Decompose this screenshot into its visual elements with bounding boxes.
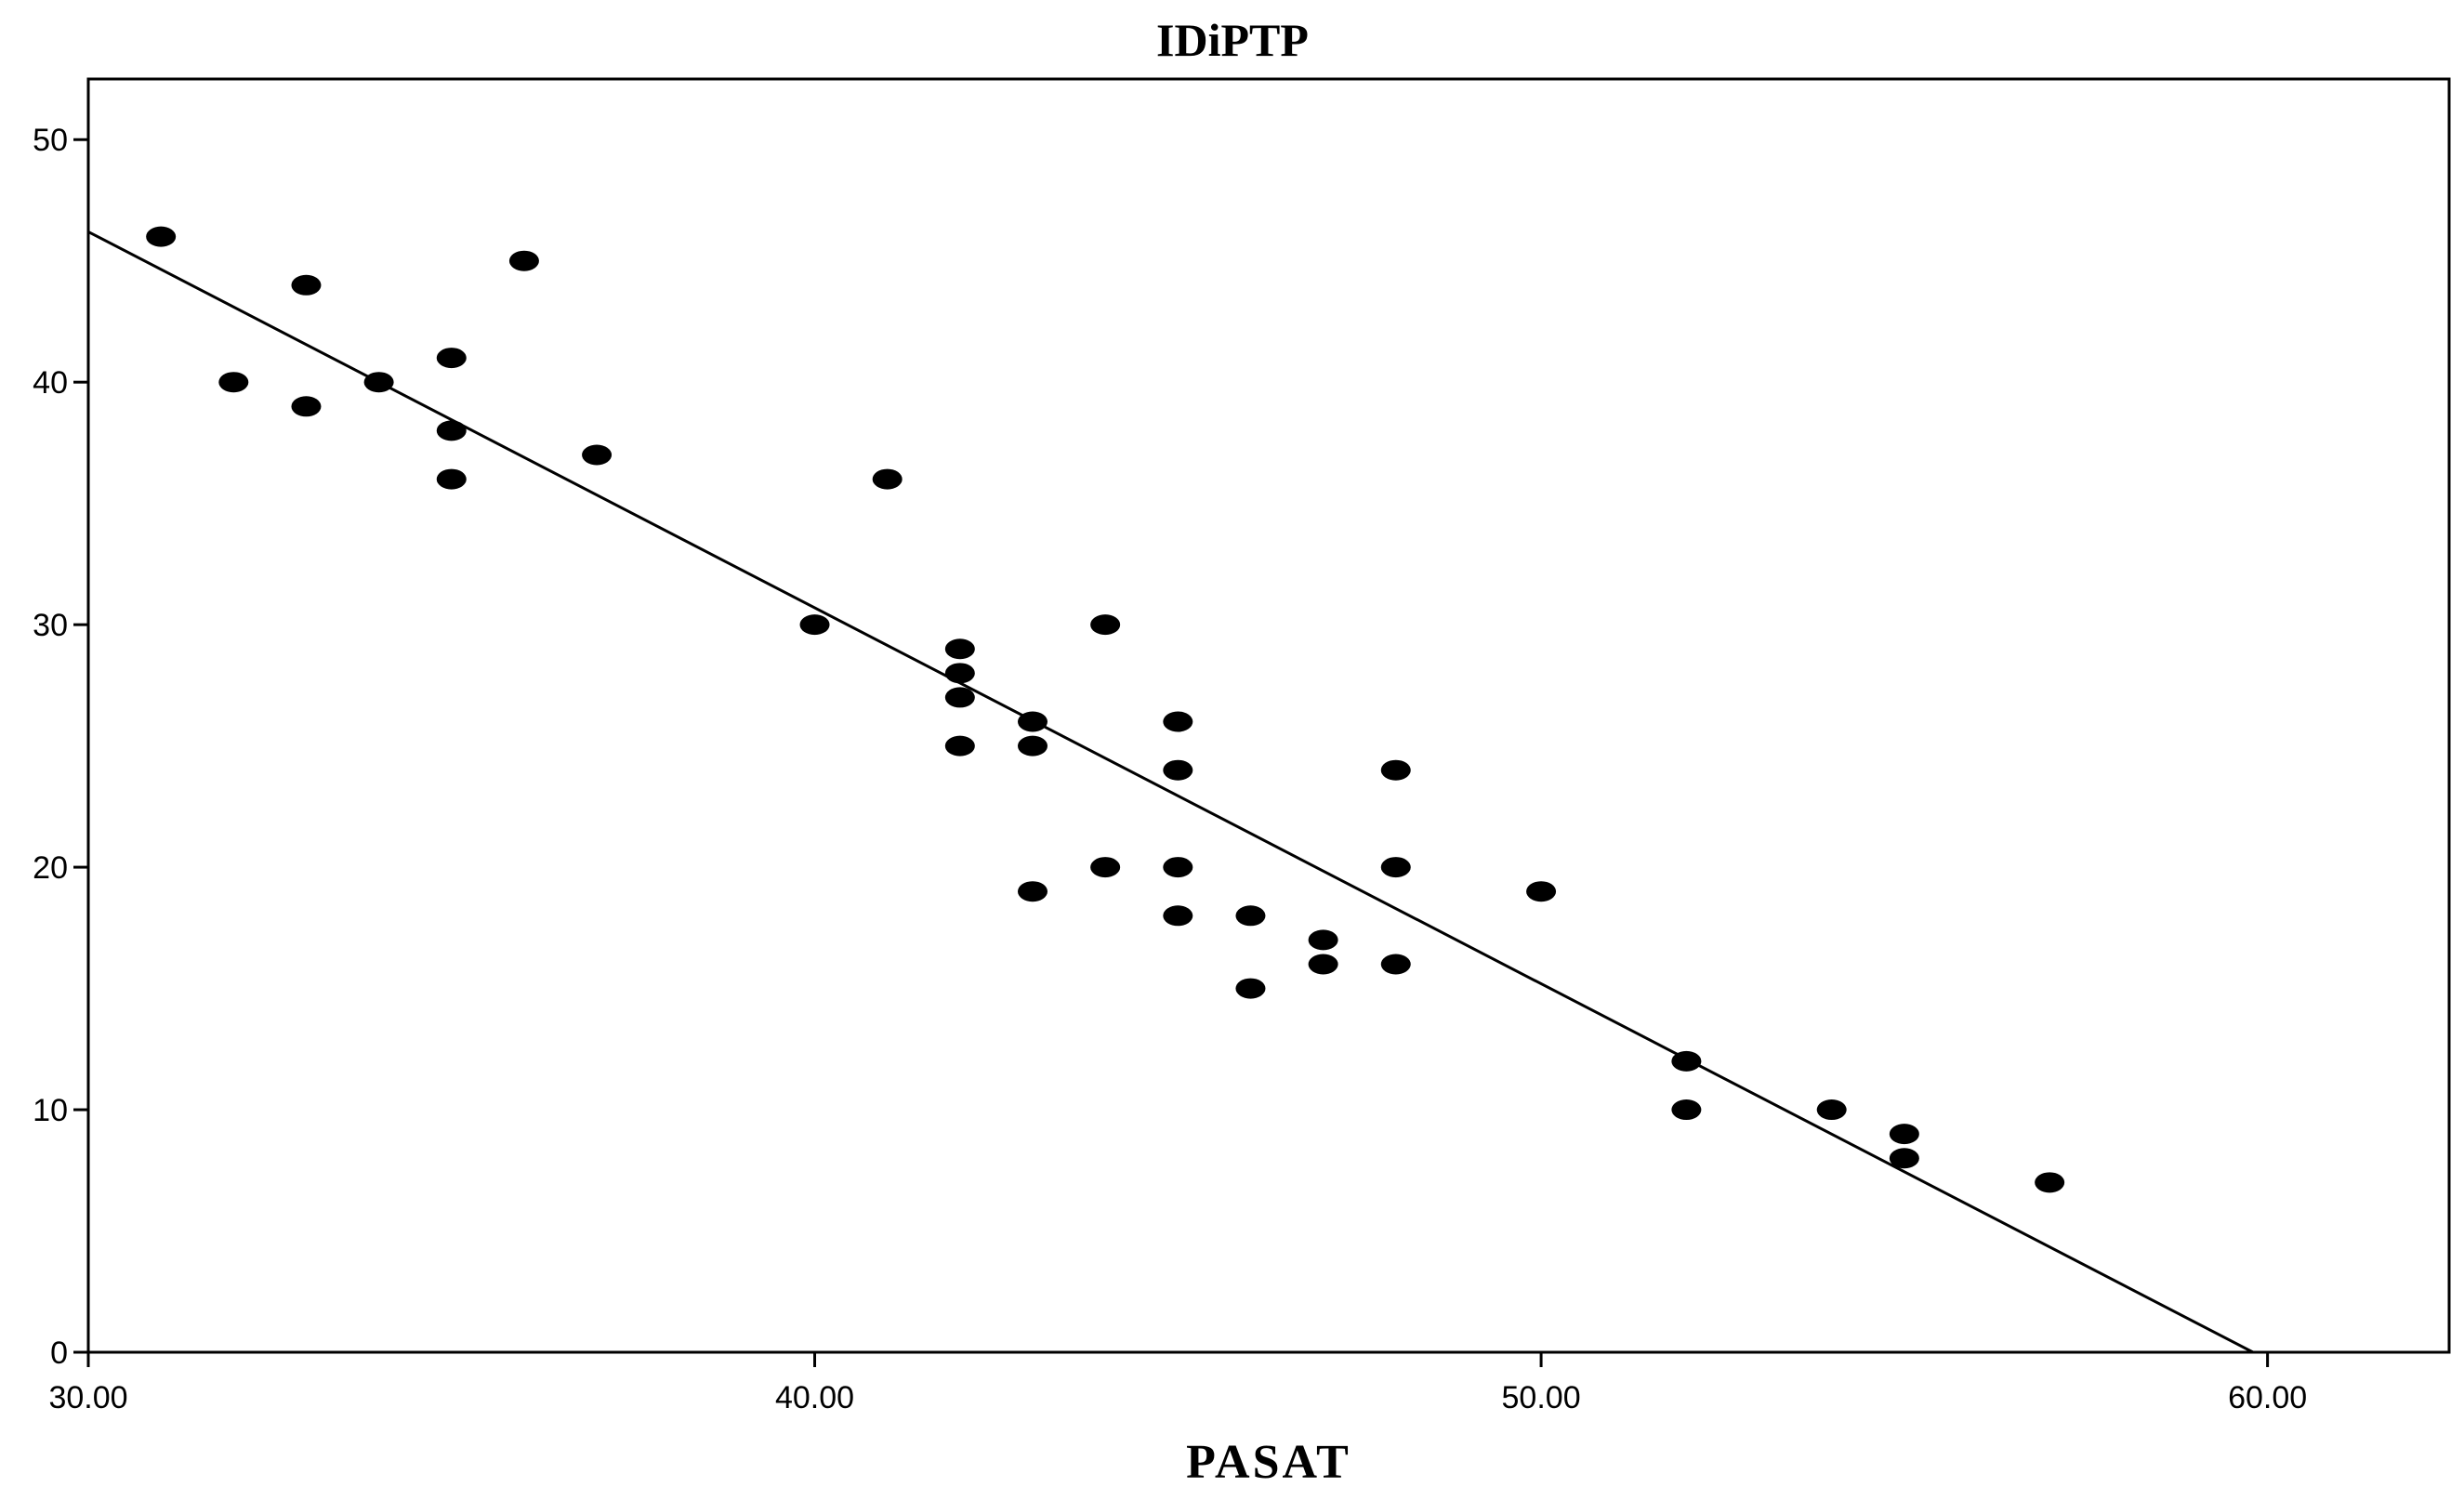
data-point — [1380, 857, 1411, 878]
data-points — [146, 226, 2065, 1193]
y-tick-label: 30 — [33, 608, 68, 643]
data-point — [872, 468, 903, 490]
x-tick-label: 30.00 — [48, 1380, 127, 1415]
data-point — [1090, 857, 1121, 878]
y-tick-label: 40 — [33, 365, 68, 401]
data-point — [291, 396, 322, 417]
data-point — [1380, 954, 1411, 975]
x-axis-label: PASAT — [1186, 1436, 1351, 1487]
data-point — [1671, 1099, 1702, 1121]
data-point — [363, 372, 394, 393]
data-point — [2035, 1172, 2065, 1193]
data-point — [1526, 881, 1557, 902]
data-point — [1889, 1148, 1919, 1169]
data-point — [1018, 881, 1048, 902]
plot-frame — [86, 77, 2451, 1354]
data-point — [218, 372, 249, 393]
data-point — [1380, 759, 1411, 781]
x-axis: 30.00 40.00 50.00 60.00 — [48, 1352, 2307, 1415]
data-point — [944, 663, 975, 684]
data-point — [1018, 735, 1048, 757]
y-tick-label: 20 — [33, 850, 68, 886]
data-point — [944, 638, 975, 660]
x-tick-label: 40.00 — [775, 1380, 854, 1415]
data-point — [944, 735, 975, 757]
data-point — [1308, 954, 1338, 975]
data-point — [436, 468, 467, 490]
y-axis: 0 10 20 30 40 50 — [33, 123, 88, 1371]
data-point — [508, 250, 539, 271]
data-point — [1889, 1124, 1919, 1145]
data-point — [1308, 929, 1338, 951]
data-point — [1018, 711, 1048, 732]
x-tick-label: 50.00 — [1502, 1380, 1581, 1415]
data-point — [1090, 614, 1121, 636]
chart-title: IDiPTP — [1156, 14, 1309, 66]
data-point — [1671, 1050, 1702, 1072]
data-point — [1163, 857, 1193, 878]
data-point — [1163, 759, 1193, 781]
fit-line — [87, 230, 2254, 1354]
data-point — [1235, 978, 1266, 999]
data-point — [1816, 1099, 1847, 1121]
data-point — [582, 444, 613, 466]
data-point — [436, 420, 467, 441]
data-point — [944, 687, 975, 708]
data-point — [799, 614, 830, 636]
data-point — [1235, 905, 1266, 927]
data-point — [1163, 905, 1193, 927]
y-tick-label: 0 — [50, 1336, 68, 1371]
x-tick-label: 60.00 — [2228, 1380, 2307, 1415]
data-point — [146, 226, 177, 247]
y-tick-label: 10 — [33, 1093, 68, 1128]
y-tick-label: 50 — [33, 123, 68, 158]
data-point — [436, 348, 467, 369]
data-point — [291, 274, 322, 296]
data-point — [1163, 711, 1193, 732]
